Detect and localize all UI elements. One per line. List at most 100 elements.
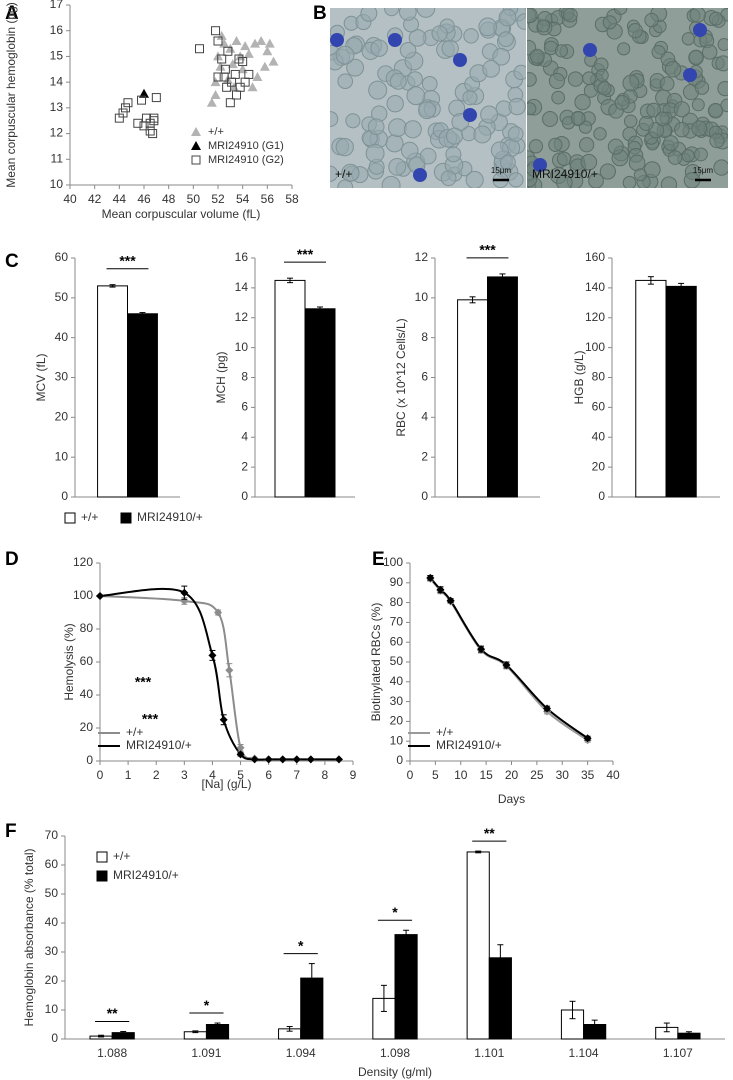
y-tick-label: 70: [45, 828, 59, 842]
cell: [644, 12, 659, 28]
y-tick-label: 8: [241, 370, 248, 384]
stained-cell: [330, 33, 344, 47]
point: [278, 755, 287, 764]
y-tick-label: 60: [55, 250, 69, 264]
cell: [388, 157, 407, 176]
cell: [367, 118, 385, 136]
point: [236, 743, 245, 752]
cell: [694, 147, 708, 162]
significance-label: ***: [297, 246, 314, 262]
legend-label: MRI24910/+: [126, 738, 192, 752]
cell: [717, 38, 728, 52]
y-tick-label: 40: [80, 687, 94, 701]
cell: [574, 94, 591, 111]
x-tick-label: 7: [293, 768, 300, 782]
y-tick-label: 30: [55, 370, 69, 384]
cell: [628, 154, 646, 172]
y-tick-label: 40: [55, 330, 69, 344]
y-tick-label: 0: [51, 1031, 58, 1045]
point: [151, 93, 161, 103]
cell: [556, 174, 573, 188]
cell: [421, 75, 438, 92]
cell: [715, 55, 728, 72]
y-axis-label: MCH (pg): [214, 351, 228, 403]
cell: [385, 134, 404, 153]
y-tick-label: 4: [421, 410, 428, 424]
x-tick-label: 0: [97, 768, 104, 782]
cell: [701, 44, 718, 60]
cell: [400, 141, 419, 160]
point: [96, 592, 104, 600]
significance-label: ***: [479, 242, 496, 258]
y-tick-label: 0: [396, 753, 403, 767]
point: [145, 126, 155, 136]
point: [502, 660, 511, 669]
point: [268, 56, 279, 66]
cell: [663, 135, 679, 151]
cell: [418, 101, 436, 120]
point: [148, 129, 158, 139]
cell: [508, 97, 526, 116]
significance-label: *: [392, 904, 398, 920]
cell: [595, 68, 609, 82]
x-tick-label: 54: [236, 192, 250, 206]
cell: [441, 39, 459, 58]
cell: [335, 45, 355, 65]
x-tick-label: 1.094: [286, 1046, 316, 1060]
panel-letter: D: [5, 549, 19, 570]
cell: [622, 74, 640, 92]
significance-label: ***: [142, 711, 159, 727]
y-tick-label: 100: [585, 340, 605, 354]
x-tick-label: 6: [265, 768, 272, 782]
x-axis-label: Density (g/ml): [358, 1065, 432, 1079]
point: [216, 30, 227, 40]
point: [252, 72, 263, 81]
cell: [478, 17, 498, 37]
cell: [341, 163, 360, 182]
panel-letter: B: [313, 3, 327, 24]
point: [214, 608, 223, 617]
legend-swatch: [96, 870, 108, 882]
bar: [665, 285, 697, 498]
panel-letter: A: [5, 3, 19, 24]
x-tick-label: 1.098: [380, 1046, 410, 1060]
micrograph-label: +/+: [335, 167, 352, 181]
bar: [304, 308, 336, 498]
y-axis-label: Biotinylated RBCs (%): [369, 603, 383, 722]
cell: [529, 48, 545, 64]
y-tick-label: 120: [585, 310, 605, 324]
y-tick-label: 16: [235, 250, 249, 264]
point: [137, 95, 147, 105]
cell: [462, 90, 478, 106]
cell: [607, 138, 624, 155]
significance-label: ***: [119, 252, 136, 268]
y-axis-label: Hemolysis (%): [62, 623, 76, 700]
x-tick-label: 1.101: [474, 1046, 504, 1060]
point: [210, 77, 221, 87]
cells: [527, 8, 728, 188]
cell: [674, 121, 690, 138]
y-tick-label: 0: [598, 489, 605, 503]
cell: [659, 76, 675, 92]
y-tick-label: 14: [235, 280, 249, 294]
point: [583, 734, 592, 743]
cell: [646, 102, 662, 118]
legend-swatch: [191, 127, 201, 136]
point: [426, 573, 435, 582]
bar: [487, 276, 518, 498]
cell: [360, 8, 378, 22]
point: [180, 588, 189, 597]
x-tick-label: 0: [407, 768, 414, 782]
cell: [507, 126, 524, 142]
y-tick-label: 80: [592, 370, 606, 384]
y-tick-label: 15: [50, 49, 64, 63]
point: [118, 108, 128, 118]
cell: [465, 170, 484, 188]
y-tick-label: 10: [415, 290, 429, 304]
point: [227, 59, 238, 69]
cell: [330, 111, 339, 127]
y-axis-label: RBC (x 10^12 Cells/L): [394, 318, 408, 436]
micrograph: +/+ 15μm: [330, 8, 526, 188]
point: [211, 26, 221, 36]
